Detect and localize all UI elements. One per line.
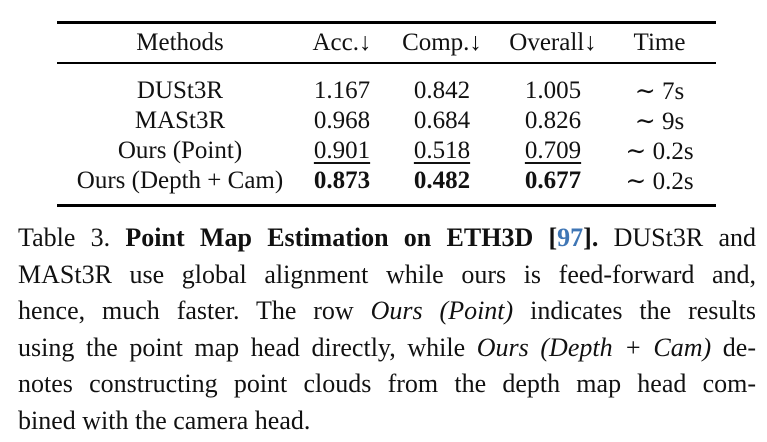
caption-line-3: hence, much faster. The row Ours (Point)… — [18, 293, 756, 330]
caption-line-4: using the point map head directly, while… — [18, 330, 756, 367]
caption-text: MASt3R use global alignment while ours i… — [18, 259, 756, 289]
cell-acc: 0.901 — [313, 136, 371, 164]
caption-text: hence, much faster. The row — [18, 296, 371, 325]
cell-time: ∼ 7s — [634, 77, 685, 105]
header-methods: Methods — [57, 22, 303, 64]
cell-acc: 1.167 — [313, 76, 371, 104]
caption-line-5: notes constructing point clouds from the… — [18, 366, 756, 403]
cell-acc: 0.968 — [313, 106, 371, 134]
cell-comp: 0.842 — [413, 76, 471, 104]
header-acc: Acc.↓ — [303, 22, 381, 64]
table-row-ours-depth-cam: Ours (Depth + Cam) 0.873 0.482 0.677 ∼ 0… — [57, 166, 716, 206]
table-row-dust3r: DUSt3R 1.167 0.842 1.005 ∼ 7s — [57, 63, 716, 106]
cell-comp: 0.482 — [413, 166, 471, 194]
cell-time: ∼ 0.2s — [625, 137, 694, 165]
caption-text: notes constructing point clouds from the… — [18, 369, 756, 398]
caption-text: de- — [711, 332, 756, 362]
caption-table-label: Table 3. — [18, 223, 126, 252]
caption-italic-ours-depth-cam: Ours (Depth + Cam) — [476, 332, 712, 362]
cell-overall: 0.709 — [524, 136, 582, 164]
caption-text: indicates the results — [513, 296, 756, 325]
cell-acc: 0.873 — [313, 166, 371, 194]
results-table: Methods Acc.↓ Comp.↓ Overall↓ Time DUSt3… — [57, 21, 716, 207]
caption-title-bold: Point Map Estimation on ETH3D [ — [125, 223, 558, 252]
cell-time: ∼ 9s — [634, 107, 685, 135]
cell-method: Ours (Depth + Cam) — [76, 166, 284, 194]
header-overall: Overall↓ — [503, 22, 603, 64]
table-caption: Table 3. Point Map Estimation on ETH3D [… — [18, 220, 756, 439]
table-row-ours-point: Ours (Point) 0.901 0.518 0.709 ∼ 0.2s — [57, 136, 716, 166]
table-header-row: Methods Acc.↓ Comp.↓ Overall↓ Time — [57, 22, 716, 64]
cell-overall: 0.826 — [524, 106, 582, 134]
cell-comp: 0.684 — [413, 106, 471, 134]
table-row-mast3r: MASt3R 0.968 0.684 0.826 ∼ 9s — [57, 106, 716, 136]
cell-overall: 1.005 — [524, 76, 582, 104]
header-comp: Comp.↓ — [381, 22, 503, 64]
cell-overall: 0.677 — [524, 166, 582, 194]
caption-text: DUSt3R and — [598, 223, 756, 252]
caption-text: using the point map head directly, while — [18, 332, 477, 362]
caption-line-6: bined with the camera head. — [18, 403, 756, 440]
caption-line-2: MASt3R use global alignment while ours i… — [18, 257, 756, 294]
citation-link-97[interactable]: 97 — [557, 223, 584, 252]
cell-method: Ours (Point) — [117, 136, 243, 164]
cell-time: ∼ 0.2s — [625, 167, 694, 195]
caption-title-bold-end: ]. — [583, 223, 599, 252]
cell-method: DUSt3R — [136, 76, 224, 104]
header-time: Time — [603, 22, 716, 64]
caption-italic-ours-point: Ours (Point) — [370, 296, 514, 325]
caption-text: bined with the camera head. — [18, 405, 311, 435]
caption-line-1: Table 3. Point Map Estimation on ETH3D [… — [18, 220, 756, 257]
cell-method: MASt3R — [134, 106, 226, 134]
cell-comp: 0.518 — [413, 136, 471, 164]
